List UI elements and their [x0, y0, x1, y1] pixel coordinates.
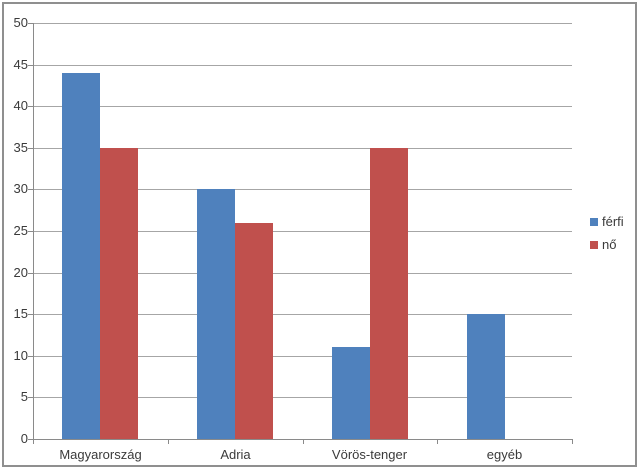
legend[interactable]: férfi nő [590, 214, 624, 260]
y-tick-label: 5 [20, 389, 28, 404]
gridline [33, 148, 572, 149]
bar-férfi-egyéb[interactable] [467, 314, 505, 439]
bar-férfi-Magyarország[interactable] [62, 73, 100, 439]
x-axis-line [28, 439, 572, 440]
x-axis-tick [303, 439, 304, 444]
gridline [33, 356, 572, 357]
y-axis-tick [28, 65, 33, 66]
y-tick-label: 45 [13, 57, 28, 72]
y-axis-line [33, 23, 34, 439]
legend-item[interactable]: férfi [590, 214, 624, 230]
bar-férfi-Adria[interactable] [197, 189, 235, 439]
bar-nő-Adria[interactable] [235, 223, 273, 439]
gridline [33, 23, 572, 24]
legend-label: férfi [602, 214, 624, 229]
category-label: Magyarország [59, 447, 142, 462]
category-label: Adria [220, 447, 251, 462]
y-axis-tick [28, 273, 33, 274]
y-tick-label: 20 [13, 265, 28, 280]
y-axis-tick [28, 148, 33, 149]
bar-nő-Vörös-tenger[interactable] [370, 148, 408, 439]
y-tick-label: 10 [13, 348, 28, 363]
x-axis-tick [437, 439, 438, 444]
category-label: Vörös-tenger [331, 447, 408, 462]
gridline [33, 397, 572, 398]
y-tick-label: 40 [13, 98, 28, 113]
y-axis-tick [28, 356, 33, 357]
y-tick-label: 35 [13, 140, 28, 155]
y-axis-tick [28, 314, 33, 315]
gridline [33, 231, 572, 232]
y-tick-label: 0 [20, 431, 28, 446]
legend-swatch-series1-icon [590, 218, 598, 226]
gridline [33, 273, 572, 274]
gridline [33, 314, 572, 315]
x-axis-tick [168, 439, 169, 444]
y-axis-tick [28, 397, 33, 398]
y-tick-label: 50 [13, 15, 28, 30]
gridline [33, 65, 572, 66]
legend-swatch-series2-icon [590, 241, 598, 249]
bar-férfi-Vörös-tenger[interactable] [332, 347, 370, 439]
gridline [33, 189, 572, 190]
gridline [33, 106, 572, 107]
legend-label: nő [602, 237, 617, 252]
legend-item[interactable]: nő [590, 237, 624, 253]
y-tick-label: 30 [13, 181, 28, 196]
x-axis-tick [33, 439, 34, 444]
y-axis-tick [28, 189, 33, 190]
y-axis-tick [28, 23, 33, 24]
y-axis-tick [28, 231, 33, 232]
y-tick-label: 25 [13, 223, 28, 238]
x-axis-tick [572, 439, 573, 444]
bar-nő-Magyarország[interactable] [100, 148, 138, 439]
y-tick-label: 15 [13, 306, 28, 321]
category-label: egyéb [486, 447, 523, 462]
y-axis-tick [28, 106, 33, 107]
